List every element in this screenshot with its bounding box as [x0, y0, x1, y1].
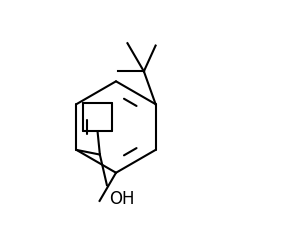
Text: OH: OH [109, 190, 135, 208]
